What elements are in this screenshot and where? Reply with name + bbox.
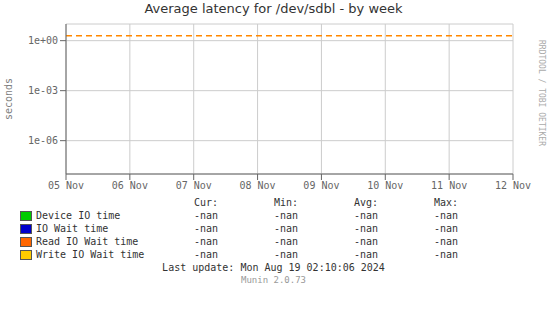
svg-text:09 Nov: 09 Nov (303, 180, 339, 191)
svg-text:06 Nov: 06 Nov (112, 180, 148, 191)
html-text:Average latency for /dev/sdbl: Average latency for /dev/sdbl - by week (144, 1, 403, 16)
html-text:-nan: -nan (194, 210, 218, 221)
svg-text:12 Nov: 12 Nov (495, 180, 531, 191)
html-text:-nan: -nan (194, 249, 218, 260)
html-text:-nan: -nan (434, 236, 458, 247)
html-text:Munin 2.0.73: Munin 2.0.73 (241, 275, 306, 285)
svg-text:05 Nov: 05 Nov (48, 180, 84, 191)
html-text:Device IO time: Device IO time (36, 210, 121, 221)
html-text:-nan: -nan (194, 223, 218, 234)
html-text:Write IO Wait time: Write IO Wait time (36, 249, 145, 260)
html-text:-nan: -nan (434, 249, 458, 260)
html-text:-nan: -nan (354, 210, 378, 221)
html-text:IO Wait time: IO Wait time (36, 223, 109, 234)
html-text:-nan: -nan (194, 236, 218, 247)
html-text:Read IO Wait time: Read IO Wait time (36, 236, 139, 247)
svg-text:1e-06: 1e-06 (28, 135, 58, 146)
html-text:Cur:: Cur: (194, 197, 218, 208)
html-text:-nan: -nan (434, 210, 458, 221)
html-text:-nan: -nan (434, 223, 458, 234)
html-text:Last update: Mon Aug 19 02:10:: Last update: Mon Aug 19 02:10:06 2024 (162, 262, 385, 273)
html-text:-nan: -nan (274, 236, 298, 247)
svg-text:1e-03: 1e-03 (28, 85, 58, 96)
html-text:-nan: -nan (354, 249, 378, 260)
html-text:RRDTOOL / TOBI OETIKER: RRDTOOL / TOBI OETIKER (537, 40, 546, 146)
svg-text:08 Nov: 08 Nov (240, 180, 276, 191)
svg-text:seconds: seconds (8, 78, 14, 120)
html-text:Avg:: Avg: (354, 197, 378, 208)
html-text:-nan: -nan (354, 236, 378, 247)
svg-text:11 Nov: 11 Nov (431, 180, 467, 191)
html-text:Min:: Min: (274, 197, 298, 208)
html-text:-nan: -nan (274, 223, 298, 234)
svg-text:10 Nov: 10 Nov (367, 180, 403, 191)
html-text:Max:: Max: (434, 197, 458, 208)
html-text:-nan: -nan (274, 210, 298, 221)
svg-text:07 Nov: 07 Nov (176, 180, 212, 191)
svg-text:1e+00: 1e+00 (28, 35, 58, 46)
html-text:-nan: -nan (274, 249, 298, 260)
html-text:-nan: -nan (354, 223, 378, 234)
